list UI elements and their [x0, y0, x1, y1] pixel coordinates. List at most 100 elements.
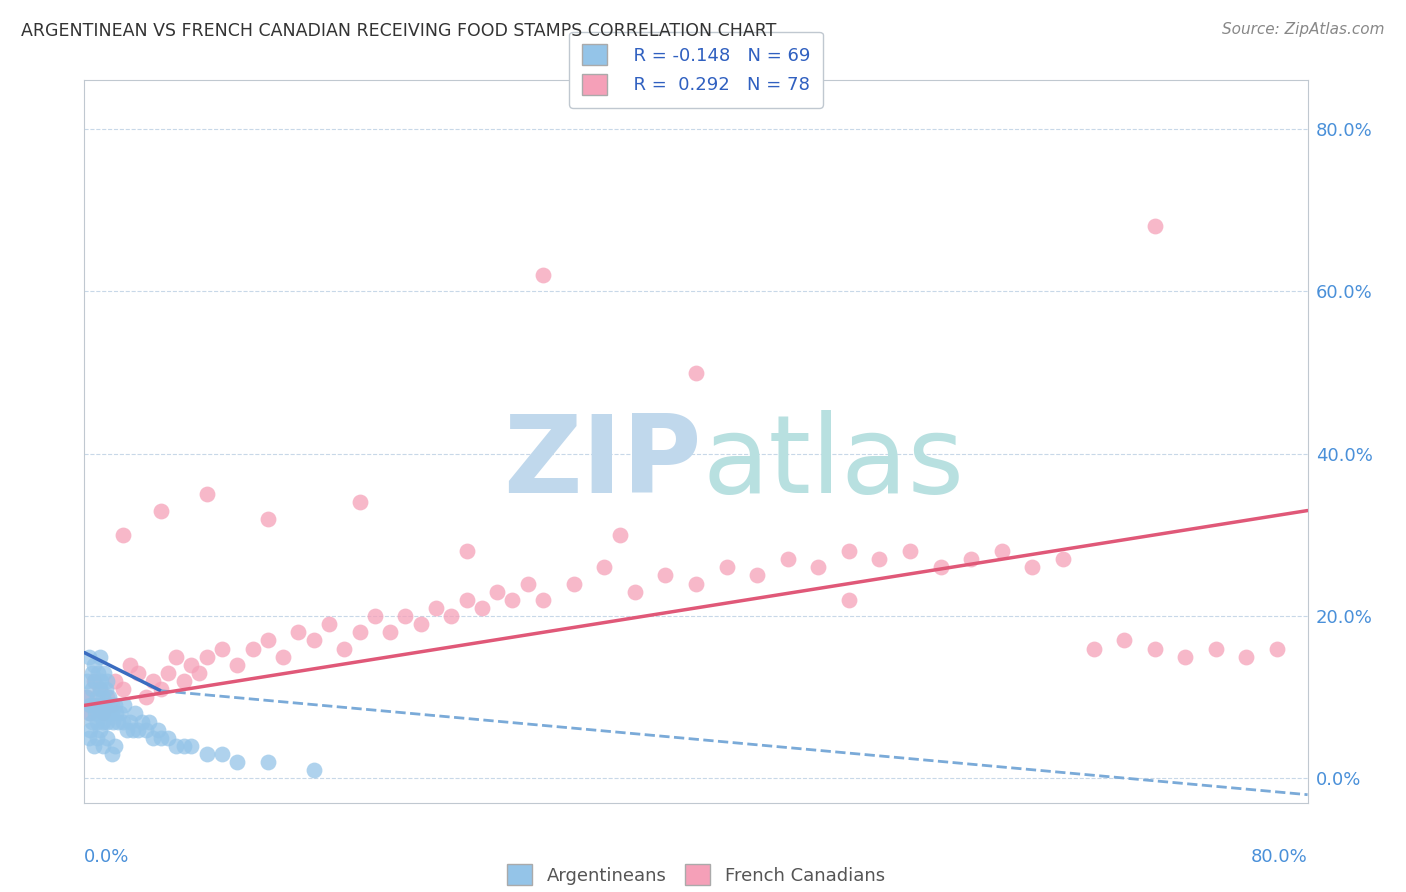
Point [898, 544, 921, 558]
Point [502, 592, 524, 607]
Point [89, 682, 111, 697]
Point [90, 673, 112, 688]
Point [76, 673, 98, 688]
Point [486, 584, 509, 599]
Point [127, 723, 149, 737]
Point [960, 552, 983, 566]
Point [425, 601, 447, 615]
Point [75, 690, 97, 705]
Point [562, 576, 585, 591]
Point [456, 544, 478, 558]
Point [1143, 641, 1166, 656]
Point [112, 698, 135, 713]
Point [440, 609, 463, 624]
Point [716, 560, 738, 574]
Point [83, 698, 105, 713]
Point [195, 487, 218, 501]
Point [1205, 641, 1227, 656]
Point [105, 706, 128, 721]
Point [96, 714, 118, 729]
Point [593, 560, 616, 574]
Point [195, 747, 218, 761]
Point [76, 690, 98, 705]
Point [685, 366, 707, 380]
Point [195, 649, 218, 664]
Text: 0.0%: 0.0% [84, 847, 129, 865]
Text: 80.0%: 80.0% [1251, 847, 1308, 865]
Point [531, 268, 554, 282]
Point [135, 723, 157, 737]
Point [257, 633, 280, 648]
Point [211, 747, 233, 761]
Legend: Argentineans, French Canadians: Argentineans, French Canadians [498, 855, 894, 892]
Point [89, 682, 111, 697]
Point [94, 682, 117, 697]
Point [131, 714, 153, 729]
Point [1265, 641, 1288, 656]
Point [97, 690, 120, 705]
Point [149, 731, 172, 745]
Point [188, 665, 211, 680]
Point [142, 731, 165, 745]
Point [93, 698, 115, 713]
Point [409, 617, 432, 632]
Point [609, 528, 631, 542]
Point [80, 682, 103, 697]
Point [96, 673, 118, 688]
Point [1052, 552, 1074, 566]
Point [456, 592, 478, 607]
Point [86, 731, 108, 745]
Point [1143, 219, 1166, 234]
Text: Source: ZipAtlas.com: Source: ZipAtlas.com [1222, 22, 1385, 37]
Point [211, 641, 233, 656]
Point [257, 511, 280, 525]
Point [471, 601, 494, 615]
Point [104, 739, 127, 753]
Text: atlas: atlas [702, 410, 965, 516]
Point [90, 706, 112, 721]
Point [101, 706, 124, 721]
Point [747, 568, 769, 582]
Point [77, 731, 100, 745]
Point [120, 714, 142, 729]
Point [91, 714, 114, 729]
Point [157, 665, 180, 680]
Point [287, 625, 309, 640]
Point [302, 764, 325, 778]
Point [91, 739, 114, 753]
Point [180, 657, 202, 672]
Point [89, 649, 111, 664]
Text: ZIP: ZIP [503, 410, 702, 516]
Point [93, 665, 115, 680]
Point [86, 698, 108, 713]
Point [120, 657, 142, 672]
Point [838, 592, 860, 607]
Point [1083, 641, 1105, 656]
Point [122, 723, 145, 737]
Text: ARGENTINEAN VS FRENCH CANADIAN RECEIVING FOOD STAMPS CORRELATION CHART: ARGENTINEAN VS FRENCH CANADIAN RECEIVING… [21, 22, 776, 40]
Point [242, 641, 264, 656]
Point [96, 690, 118, 705]
Point [101, 747, 124, 761]
Point [1236, 649, 1258, 664]
Point [89, 723, 111, 737]
Point [94, 706, 117, 721]
Point [1174, 649, 1197, 664]
Point [138, 714, 160, 729]
Point [349, 625, 371, 640]
Point [87, 665, 110, 680]
Point [135, 690, 157, 705]
Point [87, 706, 110, 721]
Point [96, 731, 118, 745]
Point [318, 617, 340, 632]
Point [173, 739, 195, 753]
Point [108, 706, 131, 721]
Point [226, 755, 249, 769]
Point [91, 706, 114, 721]
Point [165, 739, 187, 753]
Point [86, 690, 108, 705]
Point [165, 649, 187, 664]
Point [104, 673, 127, 688]
Point [83, 739, 105, 753]
Point [226, 657, 249, 672]
